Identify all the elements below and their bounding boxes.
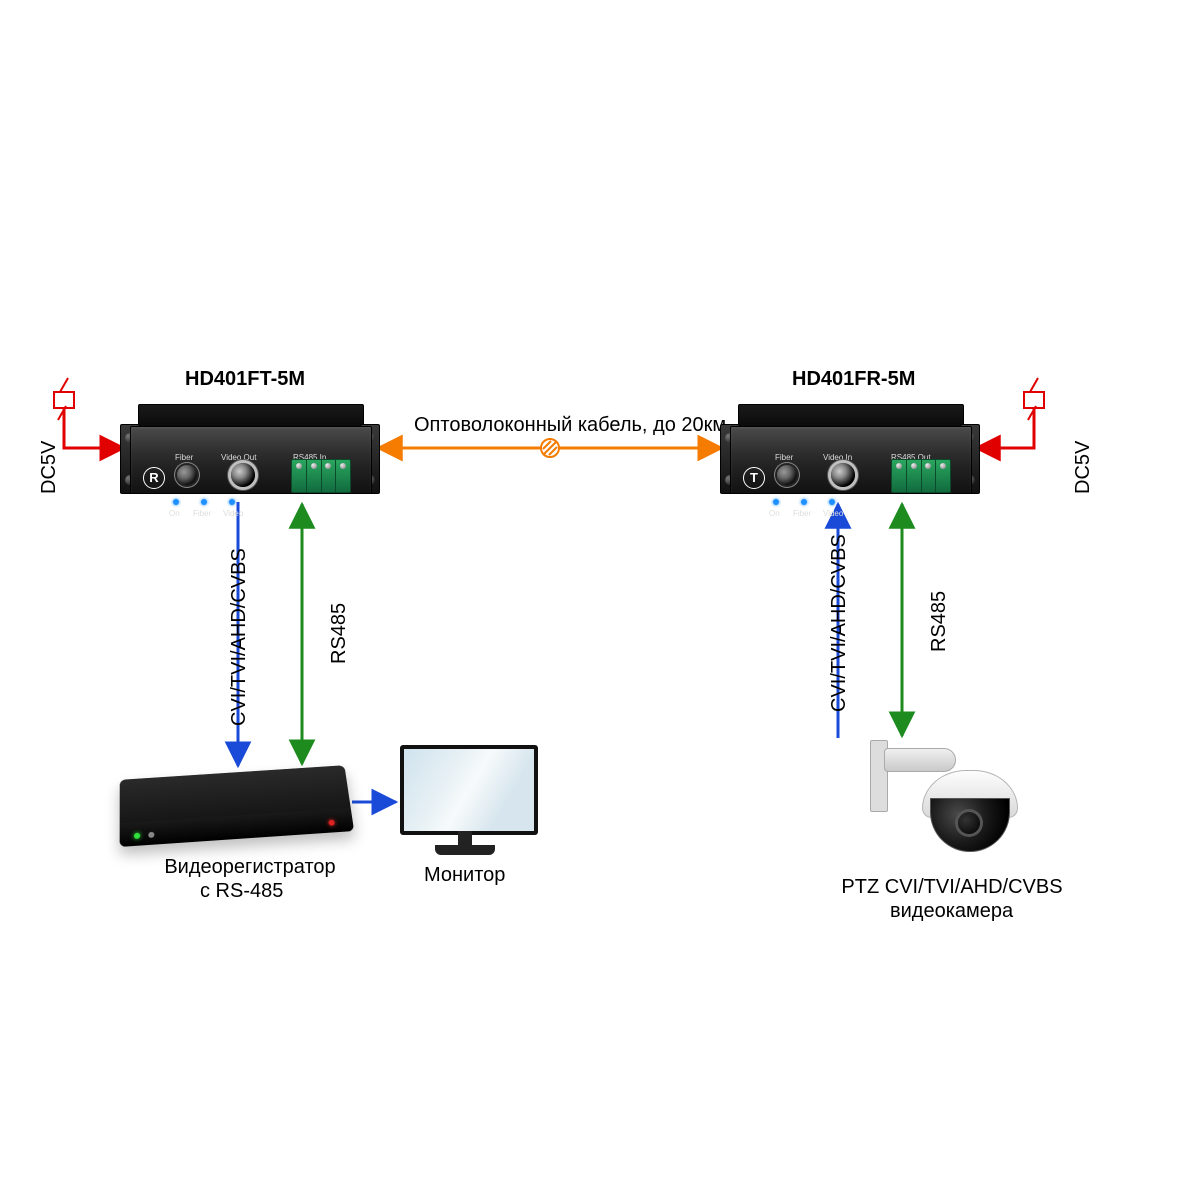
rs485-terminal-icon [291, 459, 351, 493]
ptz-label-line1: PTZ CVI/TVI/AHD/CVBS [822, 876, 1082, 899]
power-left [54, 378, 124, 448]
bnc-port-icon [831, 463, 855, 487]
dvr-icon [120, 765, 354, 847]
port-label-fiber: Fiber [775, 453, 793, 462]
receiver-device: T Fiber Video In RS485 Out On Fiber Vide… [730, 404, 970, 494]
led-label: On [169, 509, 180, 518]
led-icon [801, 499, 807, 505]
fiber-splice-icon [541, 439, 559, 457]
ptz-label-line2: видеокамера [890, 900, 1013, 923]
device-left-badge: R [143, 467, 165, 489]
device-left-title: HD401FT-5M [185, 368, 305, 391]
fiber-link-label: Оптоволоконный кабель, до 20км [414, 414, 726, 437]
dvr-label-line2: с RS-485 [200, 880, 283, 903]
rs485-right-label: RS485 [928, 591, 951, 652]
device-right-badge: T [743, 467, 765, 489]
rs485-left-label: RS485 [328, 603, 351, 664]
dc5v-right-label: DC5V [1072, 441, 1095, 494]
led-label: Fiber [193, 509, 211, 518]
transmitter-device: R Fiber Video Out RS485 In On Fiber Vide… [130, 404, 370, 494]
bnc-port-icon [231, 463, 255, 487]
led-icon [773, 499, 779, 505]
led-icon [829, 499, 835, 505]
port-label-fiber: Fiber [175, 453, 193, 462]
port-label-video: Video In [823, 453, 852, 462]
monitor-icon [400, 745, 530, 845]
monitor-label: Монитор [424, 864, 505, 887]
led-icon [173, 499, 179, 505]
dc5v-left-label: DC5V [38, 441, 61, 494]
rs485-terminal-icon [891, 459, 951, 493]
fiber-port-icon [177, 465, 197, 485]
led-label: Video [223, 509, 243, 518]
port-label-video: Video Out [221, 453, 256, 462]
led-icon [229, 499, 235, 505]
power-right [976, 378, 1044, 448]
led-label: On [769, 509, 780, 518]
ptz-camera-icon [870, 740, 1040, 880]
led-label: Video [823, 509, 843, 518]
device-right-title: HD401FR-5M [792, 368, 915, 391]
led-label: Fiber [793, 509, 811, 518]
fiber-port-icon [777, 465, 797, 485]
led-icon [201, 499, 207, 505]
dvr-label-line1: Видеорегистратор [150, 856, 350, 879]
video-proto-right-label: CVI/TVI/AHD/CVBS [828, 534, 851, 712]
video-proto-left-label: CVI/TVI/AHD/CVBS [228, 548, 251, 726]
connections-layer [0, 0, 1200, 1200]
